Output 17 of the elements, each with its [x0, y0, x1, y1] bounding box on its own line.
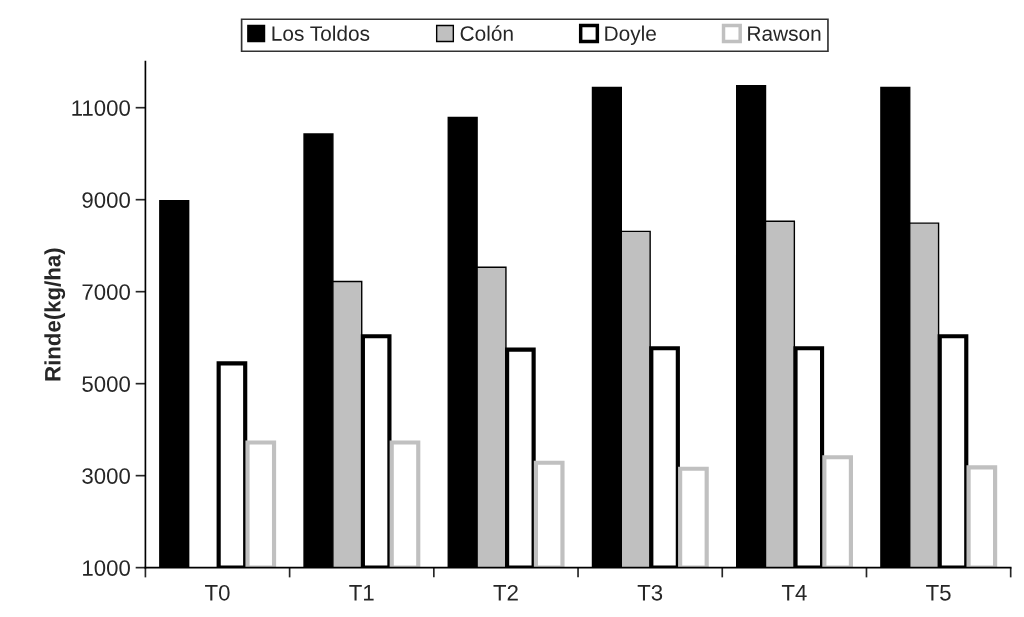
y-tick-label: 7000 [82, 284, 130, 300]
legend-label: Colón [460, 25, 513, 41]
x-tick-label: T0 [205, 584, 230, 601]
y-tick-label: 9000 [82, 192, 130, 208]
x-tick-label: T5 [926, 585, 951, 601]
y-tick-label: 11000 [72, 100, 130, 116]
legend-label: Los Toldos [272, 25, 370, 41]
x-tick-label: T2 [493, 584, 518, 601]
y-tick-label: 1000 [83, 560, 130, 576]
y-tick-label: 3000 [82, 468, 130, 484]
legend-label: Doyle [605, 25, 656, 46]
y-axis-title: Rinde(kg/ha) [44, 248, 66, 381]
legend-label: Rawson [748, 26, 821, 41]
x-tick-label: T4 [781, 585, 807, 601]
x-tick-label: T3 [637, 584, 663, 601]
y-tick-label: 5000 [82, 376, 130, 392]
x-tick-label: T1 [349, 585, 374, 601]
